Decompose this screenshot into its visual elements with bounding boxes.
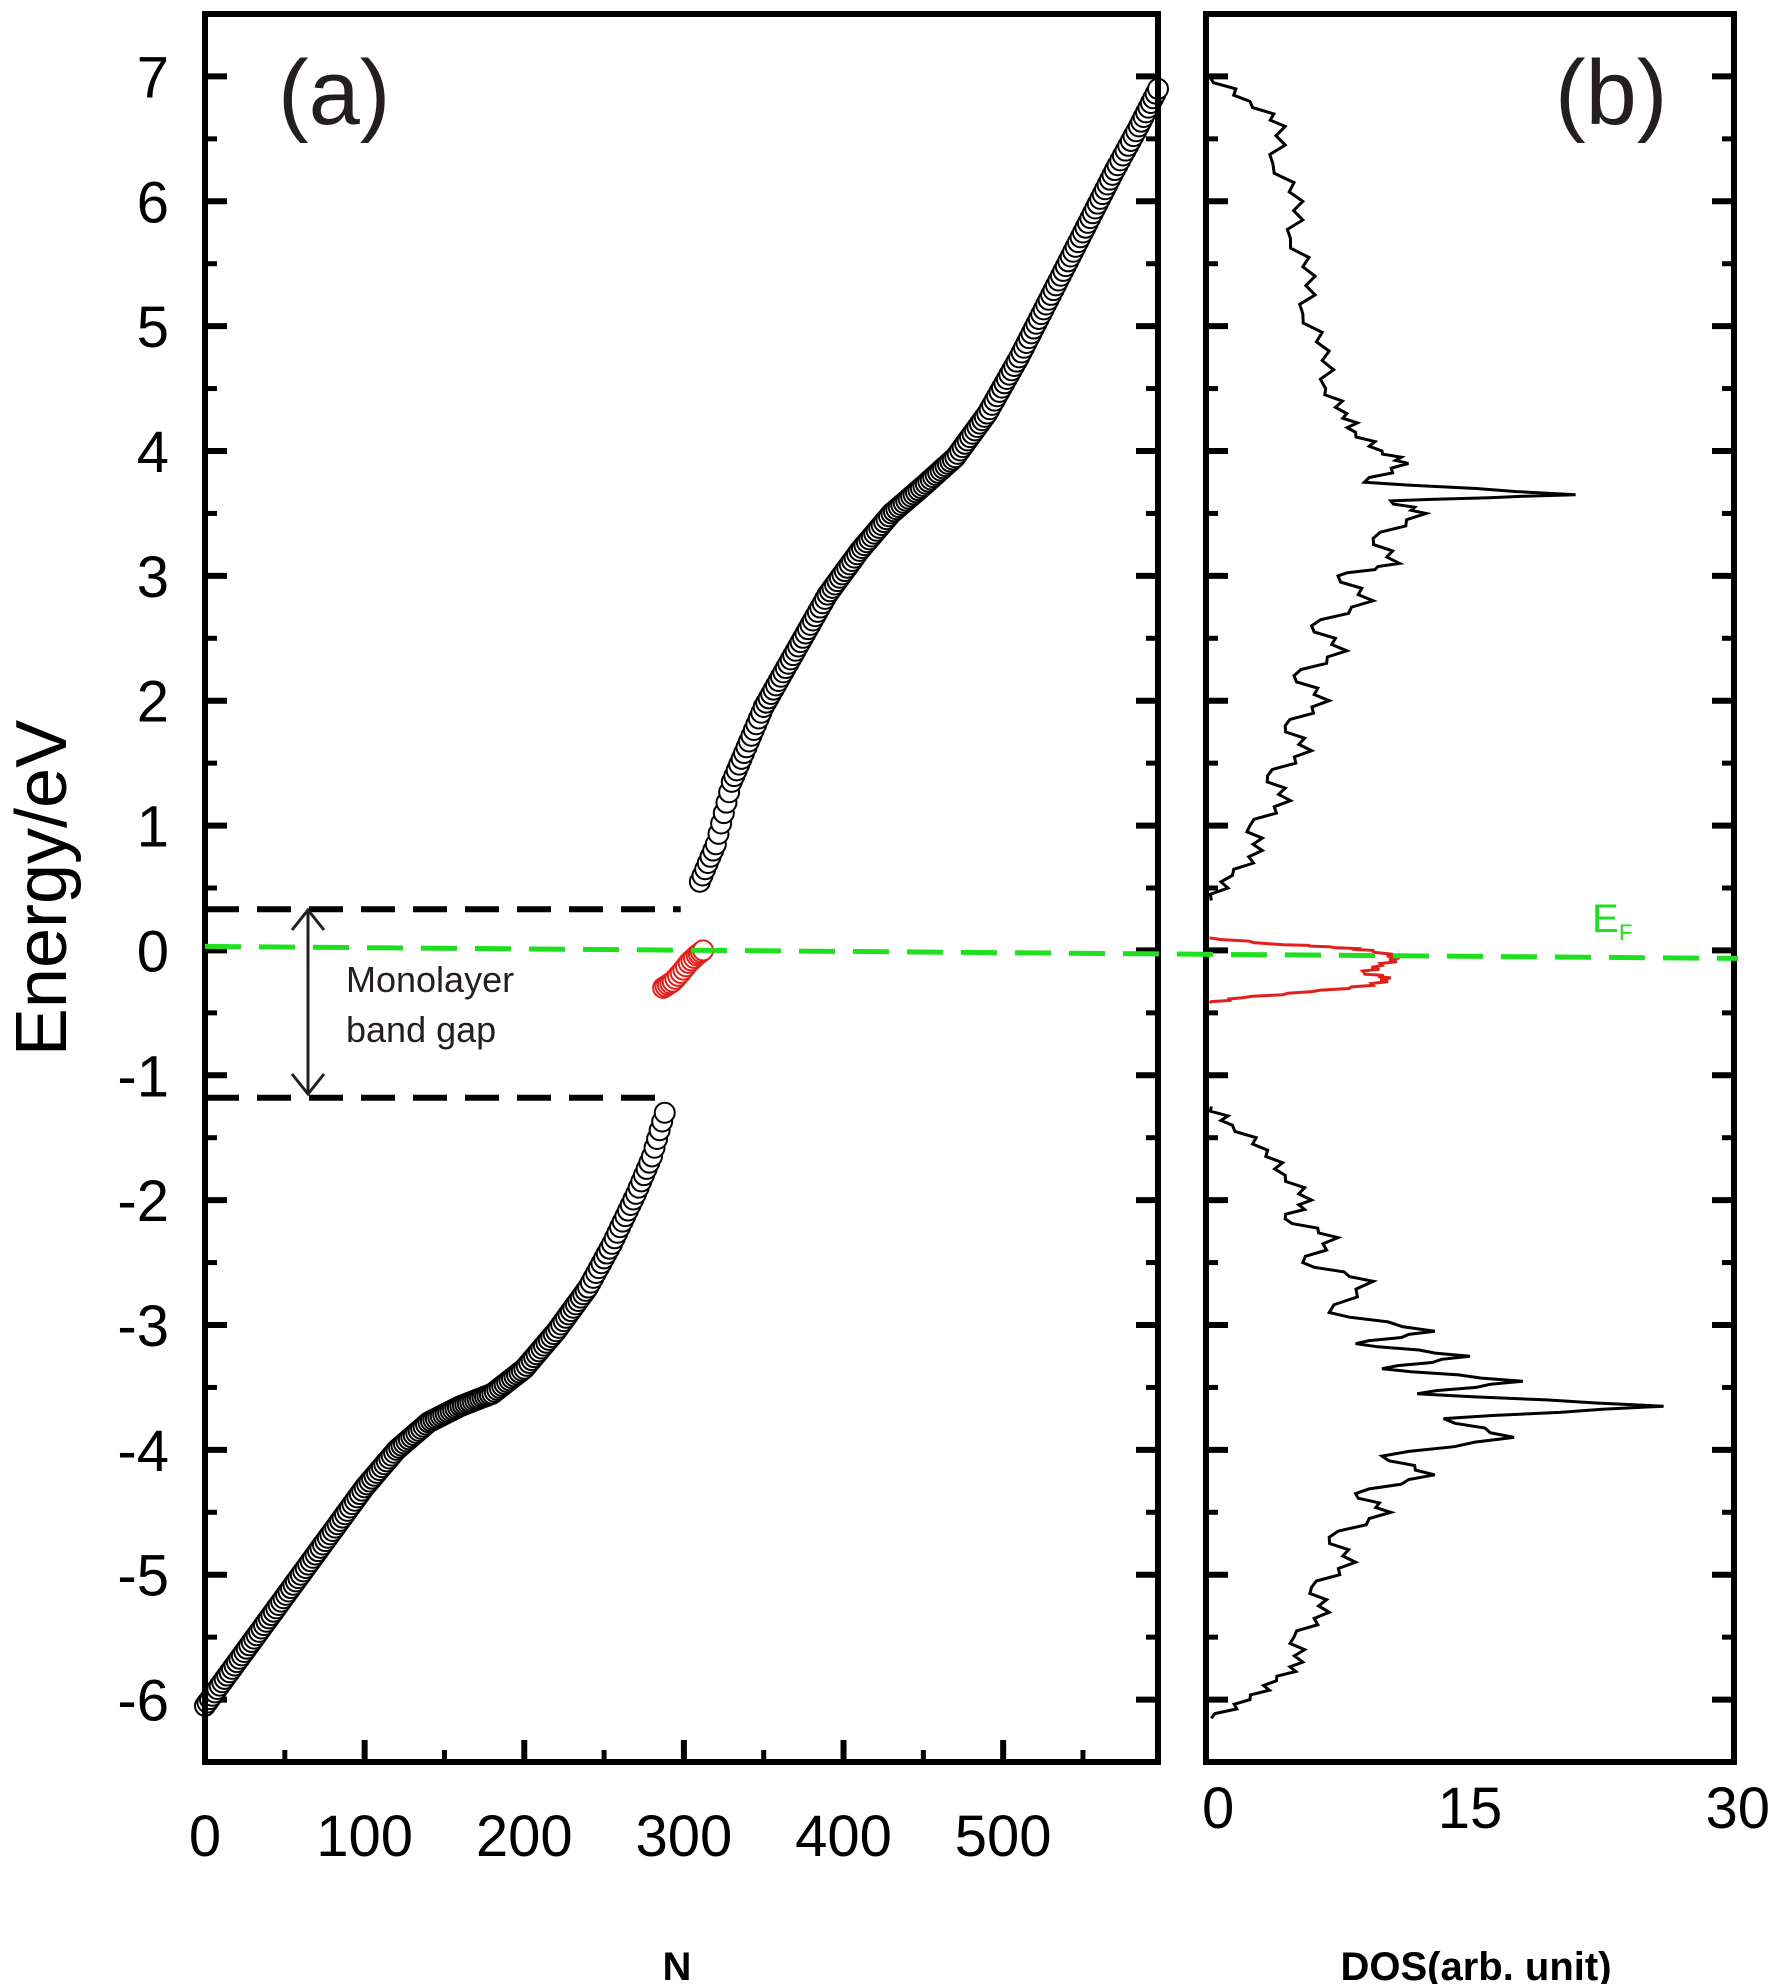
y-tick-label: -3 [117, 1294, 169, 1359]
y-tick-label: -5 [117, 1544, 169, 1609]
gap-lines [205, 906, 681, 1101]
band-gap-annotation: Monolayer band gap [290, 907, 514, 1097]
y-tick-label: 7 [137, 45, 169, 110]
y-tick-label: 0 [137, 919, 169, 984]
fermi-level-label: E F [1592, 897, 1632, 945]
x-tick-label: 0 [189, 1804, 221, 1869]
y-axis-title: Energy/eV [2, 720, 82, 1056]
gap-states-DOS-line [1208, 936, 1400, 1005]
y-tick-label: 4 [137, 420, 169, 485]
y-tick-label: 1 [137, 795, 169, 860]
b-x-tick-label: 15 [1438, 1776, 1503, 1841]
panel-a-label: (a) [278, 42, 390, 144]
y-tick-label: 3 [137, 545, 169, 610]
annotation-line-2: band gap [346, 1009, 496, 1050]
panel-b-label: (b) [1555, 42, 1667, 144]
panel-a-ticks: -6 -5 -4 -3 -2 -1 0 1 2 3 4 5 6 7 0 100 200 300 400 500 [117, 45, 1158, 1869]
panel-b-frame [1203, 11, 1737, 1765]
gap-arrow-head-top [290, 907, 326, 931]
panel-a-frame [202, 11, 1161, 1765]
x-tick-label: 300 [636, 1804, 733, 1869]
y-tick-label: 5 [137, 295, 169, 360]
y-tick-label: 2 [137, 670, 169, 735]
panel-b-plot: 0 15 30 (b) DOS(arb. unit) E F [1202, 11, 1770, 1984]
x-tick-label: 200 [476, 1804, 573, 1869]
conduction-band-DOS-line [1208, 75, 1576, 901]
annotation-line-1: Monolayer [346, 959, 514, 1000]
valence-band-DOS-line [1208, 1106, 1664, 1720]
gap-arrow-head-bottom [290, 1073, 326, 1097]
y-tick-label: 6 [137, 170, 169, 235]
x-tick-label: 400 [795, 1804, 892, 1869]
fermi-label-sub: F [1619, 920, 1632, 945]
y-tick-label: -1 [117, 1044, 169, 1109]
fermi-label-e: E [1592, 897, 1619, 941]
b-x-tick-label: 30 [1705, 1776, 1770, 1841]
b-x-tick-label: 0 [1202, 1776, 1234, 1841]
x-axis-title-a: N [663, 1945, 692, 1984]
x-tick-label: 500 [955, 1804, 1052, 1869]
x-tick-label: 100 [316, 1804, 413, 1869]
y-tick-label: -6 [117, 1669, 169, 1734]
fermi-level-line [204, 943, 1739, 961]
state-point [653, 1101, 676, 1124]
panel-b-lines [1208, 75, 1664, 1720]
panel-a-plot: -6 -5 -4 -3 -2 -1 0 1 2 3 4 5 6 7 0 100 200 300 400 500 Mon… [2, 11, 1169, 1984]
y-tick-label: -4 [117, 1419, 169, 1484]
x-axis-title-b: DOS(arb. unit) [1340, 1945, 1611, 1984]
y-tick-label: -2 [117, 1169, 169, 1234]
panel-a-points [194, 77, 1169, 1717]
